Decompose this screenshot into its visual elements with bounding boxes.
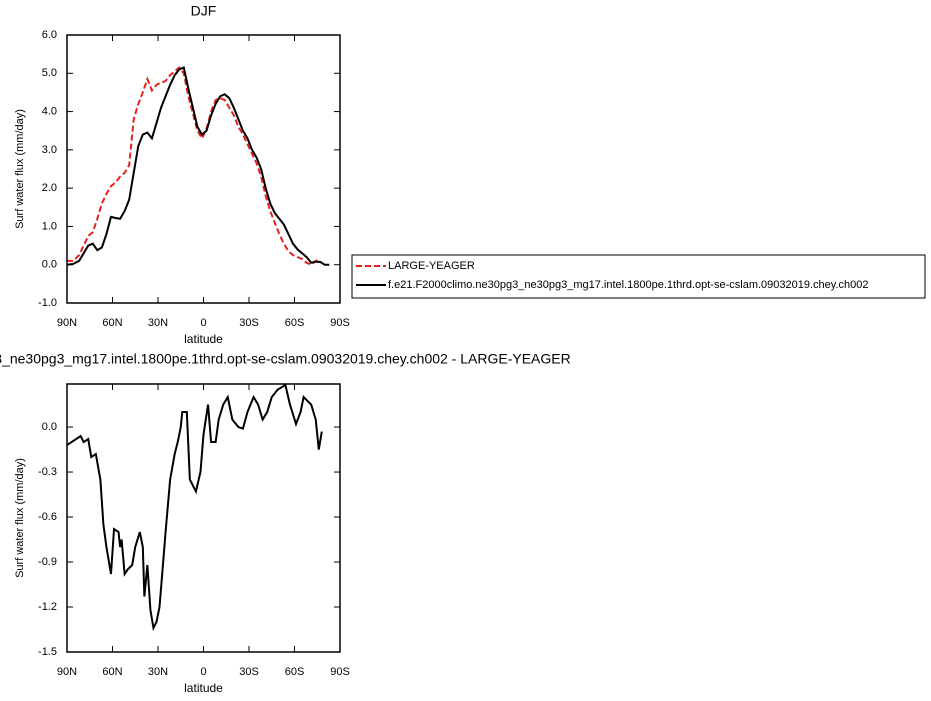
y-tick-label: 3.0 (42, 144, 57, 156)
y-tick-label: 1.0 (42, 220, 57, 232)
x-tick-label: 90N (57, 317, 77, 329)
x-tick-label: 60N (102, 317, 122, 329)
y-tick-label: -0.9 (38, 556, 57, 568)
x-tick-label: 0 (200, 666, 206, 678)
x-axis-label: latitude (184, 681, 223, 695)
data-line (66, 66, 330, 266)
plot-frame (66, 34, 341, 304)
x-tick-label: 60N (102, 666, 122, 678)
y-tick-label: 6.0 (42, 29, 57, 41)
chart-title: DJF (191, 3, 217, 19)
y-tick-label: -1.0 (38, 297, 57, 309)
y-tick-label: -0.3 (38, 466, 57, 478)
x-tick-label: 0 (200, 317, 206, 329)
plot-frame (66, 383, 341, 653)
x-tick-label: 30S (239, 666, 259, 678)
y-tick-label: -0.6 (38, 511, 57, 523)
y-tick-label: 0.0 (42, 421, 57, 433)
x-tick-label: 90S (330, 317, 350, 329)
x-tick-label: 30N (148, 666, 168, 678)
legend-label: f.e21.F2000climo.ne30pg3_ne30pg3_mg17.in… (388, 279, 868, 291)
x-tick-label: 90N (57, 666, 77, 678)
legend-label: LARGE-YEAGER (388, 260, 475, 272)
x-tick-label: 30S (239, 317, 259, 329)
x-tick-label: 90S (330, 666, 350, 678)
x-axis-label: latitude (184, 332, 223, 346)
data-line (67, 66, 321, 266)
y-tick-label: 5.0 (42, 67, 57, 79)
x-tick-label: 30N (148, 317, 168, 329)
data-line (66, 383, 323, 632)
x-tick-label: 60S (285, 666, 305, 678)
legend-box (351, 254, 926, 299)
chart-title: f.e21.F2000climo.ne30pg3_ne30pg3_mg17.in… (0, 351, 571, 367)
y-tick-label: -1.2 (38, 601, 57, 613)
y-tick-label: -1.5 (38, 646, 57, 658)
y-tick-label: 2.0 (42, 182, 57, 194)
y-axis-label: Surf water flux (mm/day) (14, 458, 26, 578)
y-tick-label: 0.0 (42, 259, 57, 271)
x-tick-label: 60S (285, 317, 305, 329)
y-axis-label: Surf water flux (mm/day) (14, 109, 26, 229)
y-tick-label: 4.0 (42, 105, 57, 117)
